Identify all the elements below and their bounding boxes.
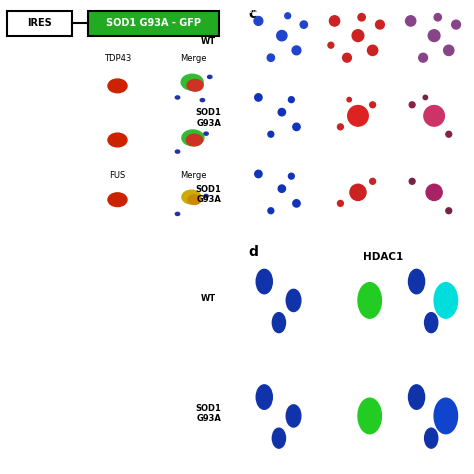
Circle shape: [452, 20, 460, 29]
Circle shape: [426, 184, 442, 201]
Text: HDAC1: HDAC1: [364, 252, 404, 262]
FancyBboxPatch shape: [7, 11, 73, 36]
Circle shape: [434, 14, 441, 21]
Text: WT: WT: [201, 294, 216, 303]
Circle shape: [255, 94, 262, 101]
Circle shape: [200, 99, 205, 102]
Text: Nuclei: Nuclei: [246, 162, 266, 167]
Circle shape: [255, 170, 262, 178]
Circle shape: [350, 184, 366, 201]
Text: d: d: [248, 245, 258, 259]
Circle shape: [175, 212, 180, 216]
Text: IRES: IRES: [27, 18, 52, 28]
Circle shape: [300, 21, 308, 28]
Text: SOD1 G93A - GFP: SOD1 G93A - GFP: [106, 18, 201, 28]
Circle shape: [406, 16, 416, 26]
Circle shape: [409, 102, 415, 108]
Circle shape: [444, 45, 454, 55]
Circle shape: [343, 53, 351, 62]
Circle shape: [175, 96, 180, 99]
Circle shape: [288, 97, 294, 102]
Circle shape: [423, 95, 428, 100]
Circle shape: [292, 46, 301, 55]
Text: Merge: Merge: [399, 162, 419, 167]
Text: Merge: Merge: [399, 9, 419, 14]
Circle shape: [108, 193, 127, 207]
Circle shape: [347, 98, 351, 102]
Circle shape: [288, 173, 294, 179]
Circle shape: [208, 75, 212, 79]
Circle shape: [358, 283, 382, 318]
Text: Merge: Merge: [399, 86, 419, 91]
Circle shape: [256, 385, 273, 409]
Circle shape: [293, 123, 300, 130]
Circle shape: [278, 185, 285, 192]
Circle shape: [428, 30, 440, 42]
Circle shape: [273, 313, 285, 333]
Circle shape: [358, 398, 382, 434]
Circle shape: [267, 54, 274, 62]
Circle shape: [182, 190, 201, 204]
Circle shape: [425, 313, 438, 333]
Text: SOD1
G93A: SOD1 G93A: [196, 404, 221, 423]
Circle shape: [285, 13, 291, 18]
Circle shape: [108, 79, 127, 93]
Circle shape: [348, 106, 368, 126]
Circle shape: [337, 201, 343, 206]
Text: Merge: Merge: [181, 54, 207, 63]
Circle shape: [278, 109, 285, 116]
Text: SOD1
G93A: SOD1 G93A: [196, 185, 221, 204]
Circle shape: [181, 74, 203, 90]
Circle shape: [268, 131, 274, 137]
Circle shape: [446, 131, 452, 137]
Circle shape: [108, 133, 127, 147]
Circle shape: [273, 428, 285, 448]
Circle shape: [409, 178, 415, 184]
Text: Merge: Merge: [181, 171, 207, 180]
Circle shape: [434, 398, 457, 434]
Circle shape: [434, 283, 457, 318]
Circle shape: [256, 269, 273, 294]
Circle shape: [329, 16, 340, 26]
Text: WT: WT: [201, 37, 216, 46]
Circle shape: [419, 53, 428, 62]
Circle shape: [425, 428, 438, 448]
Circle shape: [409, 269, 425, 294]
Circle shape: [375, 20, 384, 29]
Text: Nuclei: Nuclei: [246, 86, 266, 91]
Circle shape: [204, 132, 208, 135]
Text: SOD1
G93A: SOD1 G93A: [196, 109, 221, 128]
Circle shape: [187, 80, 203, 91]
Circle shape: [370, 102, 375, 108]
Circle shape: [286, 289, 301, 311]
Circle shape: [277, 30, 287, 41]
Text: FUS: FUS: [323, 86, 335, 91]
Circle shape: [446, 208, 452, 214]
Text: TDP-43: TDP-43: [323, 162, 346, 167]
Circle shape: [186, 134, 202, 146]
Circle shape: [204, 194, 208, 198]
Text: Nuclei: Nuclei: [246, 9, 266, 14]
Circle shape: [409, 385, 425, 409]
Circle shape: [254, 17, 263, 25]
Circle shape: [337, 124, 343, 130]
Text: FUS: FUS: [109, 171, 126, 180]
Circle shape: [286, 405, 301, 427]
Circle shape: [293, 200, 300, 207]
Circle shape: [367, 45, 378, 55]
Text: FUS: FUS: [323, 9, 335, 14]
Text: c: c: [248, 7, 256, 21]
Circle shape: [352, 30, 364, 42]
FancyBboxPatch shape: [88, 11, 219, 36]
Circle shape: [358, 14, 365, 21]
Circle shape: [182, 130, 204, 146]
Circle shape: [268, 208, 274, 214]
Circle shape: [175, 150, 180, 153]
Text: TDP43: TDP43: [104, 54, 131, 63]
Circle shape: [188, 195, 201, 204]
Circle shape: [370, 178, 375, 184]
Circle shape: [424, 106, 444, 126]
Circle shape: [328, 42, 334, 48]
